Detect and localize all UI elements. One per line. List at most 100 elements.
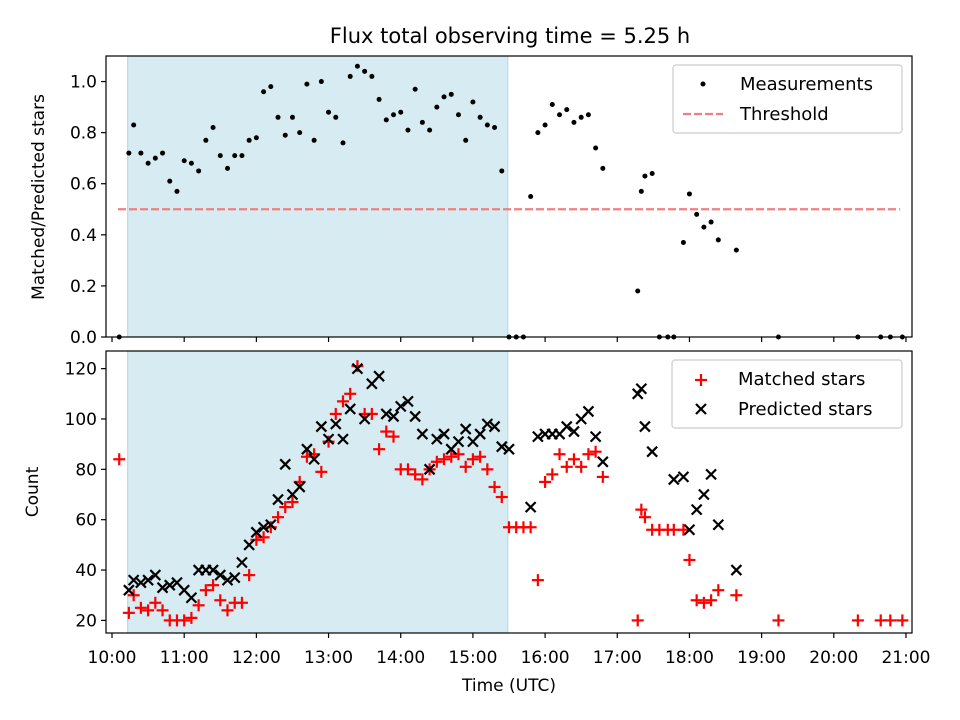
- measurement-point: [405, 127, 411, 133]
- matched-stars-point: [430, 455, 443, 468]
- bottom-plot-marks: [113, 360, 909, 627]
- predicted-stars-point: [423, 463, 436, 476]
- matched-stars-point: [582, 448, 595, 461]
- predicted-stars-point: [257, 521, 270, 534]
- matched-stars-point: [122, 606, 135, 619]
- matched-stars-point: [531, 574, 544, 587]
- predicted-stars-point: [250, 526, 263, 539]
- predicted-stars-point: [597, 456, 609, 468]
- measurement-point: [434, 104, 440, 110]
- predicted-stars-point: [452, 435, 465, 448]
- matched-stars-point: [445, 450, 458, 463]
- predicted-stars-point: [301, 443, 313, 455]
- matched-stars-point: [560, 460, 573, 473]
- bottom-y-ticks: 20 40 60 80 100 120: [65, 360, 106, 631]
- measurement-point: [578, 114, 584, 120]
- legend-threshold-label: Threshold: [739, 104, 829, 125]
- matched-stars-point: [589, 445, 602, 458]
- measurement-point: [549, 102, 555, 108]
- x-tick-label: 19:00: [737, 648, 786, 668]
- predicted-stars-point: [387, 410, 400, 423]
- matched-stars-point: [596, 470, 609, 483]
- measurement-point: [340, 140, 346, 146]
- matched-stars-point: [257, 531, 270, 544]
- y-tick-label: 20: [75, 611, 97, 631]
- measurement-point: [448, 91, 454, 97]
- measurement-point: [275, 114, 281, 120]
- legend-matched-label: Matched stars: [738, 369, 865, 390]
- measurement-point: [362, 68, 368, 74]
- predicted-stars-point: [582, 405, 595, 418]
- legend-matched-marker: [695, 374, 707, 386]
- matched-stars-point: [142, 604, 155, 617]
- measurement-point: [642, 173, 648, 179]
- predicted-stars-point: [221, 574, 234, 586]
- predicted-stars-point: [265, 518, 277, 531]
- predicted-stars-point: [488, 420, 501, 433]
- matched-stars-point: [683, 553, 696, 566]
- measurement-point: [311, 137, 317, 143]
- matched-stars-point: [567, 453, 580, 466]
- measurement-point: [412, 86, 418, 92]
- measurement-point: [484, 122, 490, 128]
- matched-stars-point: [631, 614, 644, 627]
- bottom-y-axis-label: Count: [23, 466, 43, 517]
- x-tick-label: 21:00: [881, 648, 930, 668]
- matched-stars-point: [272, 511, 285, 524]
- matched-stars-point: [134, 601, 147, 614]
- measurement-point: [557, 112, 563, 118]
- measurement-point: [593, 145, 599, 151]
- x-tick-label: 12:00: [232, 648, 281, 668]
- predicted-stars-point: [532, 430, 544, 443]
- y-tick-label: 60: [75, 511, 97, 531]
- measurement-point: [253, 135, 259, 141]
- predicted-stars-point: [149, 569, 162, 581]
- matched-stars-point: [772, 614, 785, 627]
- measurement-point: [733, 247, 739, 253]
- y-tick-label: 0.8: [70, 124, 97, 144]
- measurement-point: [268, 84, 274, 90]
- matched-stars-point: [113, 453, 126, 466]
- predicted-stars-point: [503, 443, 515, 455]
- measurement-point: [571, 119, 577, 125]
- measurement-point: [427, 127, 433, 133]
- predicted-stars-point: [123, 584, 135, 596]
- measurement-point: [528, 194, 534, 199]
- top-shaded-span: [127, 55, 509, 338]
- predicted-stars-point: [589, 430, 602, 443]
- predicted-stars-point: [308, 453, 320, 466]
- matched-stars-point: [373, 443, 386, 456]
- matched-stars-point: [524, 521, 537, 534]
- matched-stars-point: [149, 596, 162, 609]
- predicted-stars-point: [402, 395, 414, 408]
- measurement-point: [638, 188, 644, 194]
- measurement-point: [297, 130, 303, 136]
- predicted-stars-point: [438, 428, 450, 440]
- top-y-axis-label: Matched/Predicted stars: [29, 94, 49, 300]
- measurement-point: [441, 94, 447, 100]
- predicted-stars-point: [142, 574, 154, 586]
- measurement-point: [391, 112, 397, 118]
- x-tick-label: 20:00: [809, 648, 858, 668]
- matched-stars-point: [553, 448, 566, 461]
- y-tick-label: 100: [65, 410, 97, 430]
- measurement-point: [470, 99, 476, 105]
- predicted-stars-point: [380, 408, 393, 420]
- legend-predicted-marker: [695, 403, 707, 415]
- predicted-stars-point: [156, 581, 169, 594]
- matched-stars-point: [438, 453, 451, 466]
- predicted-stars-point: [214, 569, 227, 581]
- legend-predicted-label: Predicted stars: [738, 399, 872, 420]
- bottom-legend-box: [671, 359, 903, 429]
- measurement-point: [419, 119, 425, 125]
- measurement-point: [333, 114, 339, 120]
- predicted-stars-point: [351, 362, 364, 375]
- predicted-stars-point: [358, 413, 371, 425]
- predicted-stars-point: [236, 556, 248, 569]
- predicted-stars-point: [481, 418, 494, 430]
- measurement-point: [347, 73, 353, 79]
- predicted-stars-point: [185, 591, 198, 604]
- predicted-stars-point: [496, 440, 508, 453]
- top-x-ticks: [111, 337, 907, 342]
- predicted-stars-point: [639, 420, 651, 433]
